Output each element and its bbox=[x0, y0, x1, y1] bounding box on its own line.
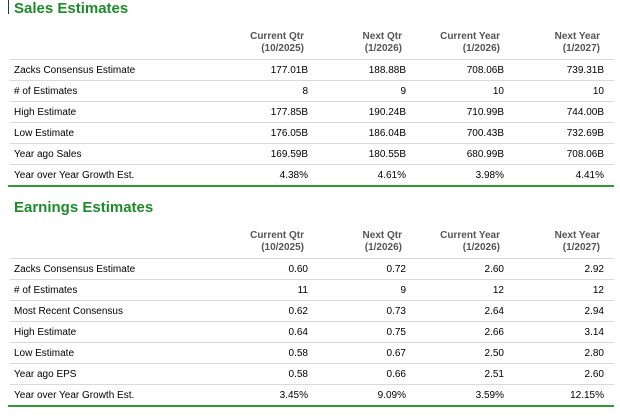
section-divider bbox=[8, 185, 614, 187]
cell-value: 2.80 bbox=[584, 347, 604, 359]
sales-col-header-next-qtr: Next Qtr (1/2026) bbox=[362, 31, 402, 54]
table-row: Most Recent Consensus 0.62 0.73 2.64 2.9… bbox=[10, 301, 614, 322]
row-label: Zacks Consensus Estimate bbox=[14, 64, 136, 76]
cell-value: 2.66 bbox=[484, 326, 504, 338]
sales-estimates-section: Sales Estimates Current Qtr (10/2025) Ne… bbox=[0, 0, 620, 187]
cell-value: 11 bbox=[297, 284, 308, 296]
cell-value: 177.85B bbox=[270, 106, 308, 118]
cell-value: 4.38% bbox=[279, 169, 308, 181]
table-row: Low Estimate 176.05B 186.04B 700.43B 732… bbox=[10, 123, 614, 144]
cell-value: 0.62 bbox=[288, 305, 308, 317]
cell-value: 10 bbox=[492, 85, 504, 97]
cell-value: 710.99B bbox=[466, 106, 504, 118]
cell-value: 708.06B bbox=[466, 64, 504, 76]
table-row: # of Estimates 11 9 12 12 bbox=[10, 280, 614, 301]
earnings-estimates-section: Earnings Estimates Current Qtr (10/2025)… bbox=[0, 199, 620, 407]
cell-value: 732.69B bbox=[566, 127, 604, 139]
cell-value: 4.61% bbox=[377, 169, 406, 181]
cell-value: 700.43B bbox=[466, 127, 504, 139]
cell-value: 186.04B bbox=[368, 127, 406, 139]
cell-value: 3.14 bbox=[584, 326, 604, 338]
row-label: High Estimate bbox=[14, 326, 77, 338]
earnings-table-body: Zacks Consensus Estimate 0.60 0.72 2.60 … bbox=[0, 259, 620, 405]
cell-value: 2.51 bbox=[484, 368, 504, 380]
cell-value: 12.15% bbox=[570, 389, 604, 401]
sales-col-header-next-year: Next Year (1/2027) bbox=[554, 31, 600, 54]
sales-header-row: Current Qtr (10/2025) Next Qtr (1/2026) … bbox=[10, 22, 614, 60]
earnings-col-header-next-qtr: Next Qtr (1/2026) bbox=[362, 230, 402, 253]
table-row: Year over Year Growth Est. 4.38% 4.61% 3… bbox=[10, 165, 614, 185]
row-label: # of Estimates bbox=[14, 284, 78, 296]
earnings-estimates-title: Earnings Estimates bbox=[14, 199, 154, 216]
cell-value: 190.24B bbox=[368, 106, 406, 118]
cell-value: 2.92 bbox=[584, 263, 604, 275]
table-row: Zacks Consensus Estimate 177.01B 188.88B… bbox=[10, 60, 614, 81]
cell-value: 680.99B bbox=[466, 148, 504, 160]
cell-value: 9 bbox=[400, 284, 406, 296]
cell-value: 0.64 bbox=[288, 326, 308, 338]
cell-value: 2.64 bbox=[484, 305, 504, 317]
cell-value: 9 bbox=[400, 85, 406, 97]
table-row: Year over Year Growth Est. 3.45% 9.09% 3… bbox=[10, 385, 614, 405]
sales-estimates-title: Sales Estimates bbox=[14, 0, 129, 17]
cell-value: 2.60 bbox=[584, 368, 604, 380]
row-label: # of Estimates bbox=[14, 85, 78, 97]
cell-value: 180.55B bbox=[368, 148, 406, 160]
cell-value: 739.31B bbox=[566, 64, 604, 76]
cell-value: 10 bbox=[592, 85, 604, 97]
cell-value: 708.06B bbox=[566, 148, 604, 160]
cell-value: 0.67 bbox=[386, 347, 406, 359]
cell-value: 0.60 bbox=[288, 263, 308, 275]
cell-value: 0.58 bbox=[288, 368, 308, 380]
cell-value: 2.50 bbox=[484, 347, 504, 359]
cell-value: 12 bbox=[592, 284, 604, 296]
cell-value: 744.00B bbox=[566, 106, 604, 118]
section-divider bbox=[8, 405, 614, 407]
cell-value: 0.66 bbox=[386, 368, 406, 380]
row-label: High Estimate bbox=[14, 106, 77, 118]
cell-value: 9.09% bbox=[377, 389, 406, 401]
row-label: Low Estimate bbox=[14, 127, 75, 139]
sales-table-body: Zacks Consensus Estimate 177.01B 188.88B… bbox=[0, 60, 620, 185]
row-label: Year ago Sales bbox=[14, 148, 82, 160]
cell-value: 2.94 bbox=[584, 305, 604, 317]
cell-value: 3.59% bbox=[475, 389, 504, 401]
cell-value: 0.72 bbox=[386, 263, 406, 275]
row-label: Year over Year Growth Est. bbox=[14, 169, 135, 181]
cell-value: 0.58 bbox=[288, 347, 308, 359]
cell-value: 176.05B bbox=[270, 127, 308, 139]
cell-value: 0.75 bbox=[386, 326, 406, 338]
cell-value: 3.98% bbox=[475, 169, 504, 181]
cell-value: 0.73 bbox=[386, 305, 406, 317]
row-label: Most Recent Consensus bbox=[14, 305, 123, 317]
earnings-col-header-current-year: Current Year (1/2026) bbox=[440, 230, 500, 253]
table-row: Low Estimate 0.58 0.67 2.50 2.80 bbox=[10, 343, 614, 364]
table-row: # of Estimates 8 9 10 10 bbox=[10, 81, 614, 102]
cell-value: 2.60 bbox=[484, 263, 504, 275]
row-label: Year ago EPS bbox=[14, 368, 77, 380]
row-label: Low Estimate bbox=[14, 347, 75, 359]
cell-value: 169.59B bbox=[270, 148, 308, 160]
cell-value: 177.01B bbox=[270, 64, 308, 76]
sales-col-header-current-qtr: Current Qtr (10/2025) bbox=[250, 31, 304, 54]
cell-value: 12 bbox=[492, 284, 504, 296]
row-label: Zacks Consensus Estimate bbox=[14, 263, 136, 275]
sales-col-header-current-year: Current Year (1/2026) bbox=[440, 31, 500, 54]
table-row: High Estimate 0.64 0.75 2.66 3.14 bbox=[10, 322, 614, 343]
cell-value: 188.88B bbox=[368, 64, 406, 76]
row-label: Year over Year Growth Est. bbox=[14, 389, 135, 401]
table-row: High Estimate 177.85B 190.24B 710.99B 74… bbox=[10, 102, 614, 123]
table-row: Year ago Sales 169.59B 180.55B 680.99B 7… bbox=[10, 144, 614, 165]
earnings-header-row: Current Qtr (10/2025) Next Qtr (1/2026) … bbox=[10, 221, 614, 259]
table-row: Year ago EPS 0.58 0.66 2.51 2.60 bbox=[10, 364, 614, 385]
earnings-col-header-current-qtr: Current Qtr (10/2025) bbox=[250, 230, 304, 253]
cell-value: 8 bbox=[302, 85, 308, 97]
text-cursor bbox=[8, 0, 9, 14]
cell-value: 4.41% bbox=[575, 169, 604, 181]
table-row: Zacks Consensus Estimate 0.60 0.72 2.60 … bbox=[10, 259, 614, 280]
earnings-col-header-next-year: Next Year (1/2027) bbox=[554, 230, 600, 253]
cell-value: 3.45% bbox=[279, 389, 308, 401]
